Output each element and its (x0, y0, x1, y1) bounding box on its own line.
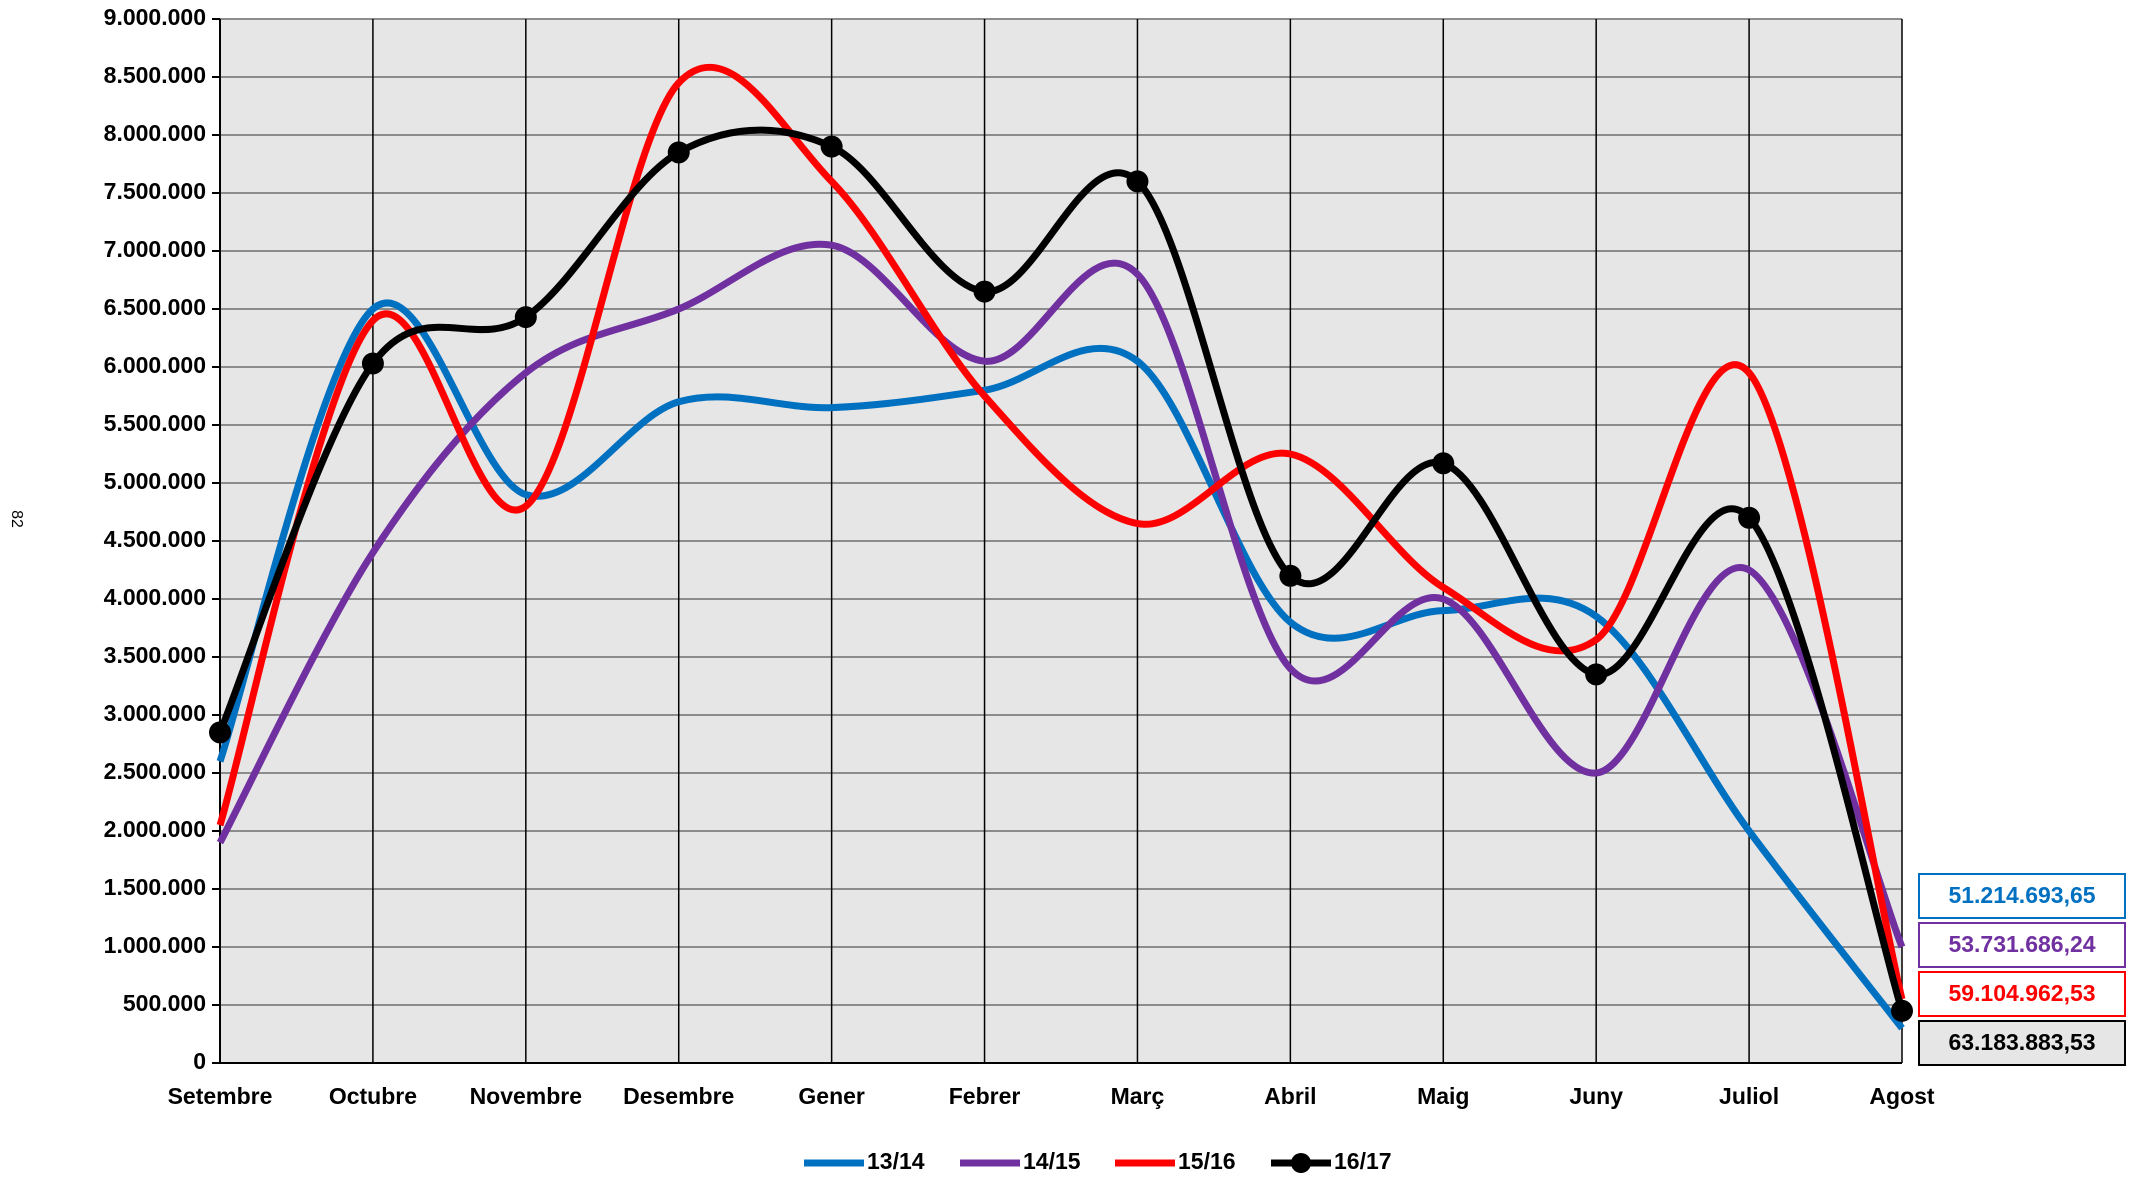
series-line (216, 299, 1905, 1031)
y-tick-label: 3.500.000 (104, 642, 206, 668)
y-tick-label: 7.500.000 (104, 178, 206, 204)
total-label: 59.104.962,53 (1948, 980, 2095, 1006)
x-tick-label: Juny (1569, 1083, 1623, 1109)
marker (820, 135, 843, 158)
y-tick-label: 500.000 (123, 990, 206, 1016)
marker (973, 280, 996, 303)
page-number: 82 (8, 510, 25, 528)
marker (1585, 663, 1608, 686)
marker (1279, 564, 1302, 587)
y-tick-label: 2.000.000 (104, 816, 206, 842)
y-tick-label: 0 (193, 1048, 206, 1074)
y-tick-label: 3.000.000 (104, 700, 206, 726)
marker (361, 352, 384, 375)
total-label: 53.731.686,24 (1948, 931, 2095, 957)
x-tick-label: Maig (1417, 1083, 1469, 1109)
y-tick-label: 1.500.000 (104, 874, 206, 900)
y-tick-label: 7.000.000 (104, 236, 206, 262)
total-box (1918, 922, 2126, 968)
marker (514, 306, 537, 329)
total-label: 51.214.693,65 (1948, 882, 2095, 908)
y-tick-label: 8.500.000 (104, 62, 206, 88)
x-tick-label: Novembre (470, 1083, 582, 1109)
y-tick-label: 6.500.000 (104, 294, 206, 320)
legend-label: 16/17 (1334, 1148, 1392, 1174)
x-tick-label: Abril (1264, 1083, 1316, 1109)
x-tick-label: Març (1111, 1083, 1165, 1109)
total-box (1918, 971, 2126, 1017)
total-label: 63.183.883,53 (1948, 1029, 2095, 1055)
y-tick-label: 4.500.000 (104, 526, 206, 552)
y-tick-label: 1.000.000 (104, 932, 206, 958)
legend-label: 13/14 (867, 1148, 925, 1174)
x-tick-label: Gener (798, 1083, 865, 1109)
y-tick-label: 8.000.000 (104, 120, 206, 146)
y-tick-label: 4.000.000 (104, 584, 206, 610)
marker (1432, 452, 1455, 475)
x-tick-label: Febrer (949, 1083, 1021, 1109)
total-box (1918, 873, 2126, 919)
x-tick-label: Octubre (329, 1083, 417, 1109)
marker (1738, 506, 1761, 529)
y-tick-label: 6.000.000 (104, 352, 206, 378)
x-tick-label: Agost (1869, 1083, 1935, 1109)
legend-label: 15/16 (1178, 1148, 1236, 1174)
series-line (216, 240, 1906, 949)
total-box (1918, 1020, 2126, 1066)
legend-marker (1291, 1153, 1311, 1173)
y-tick-label: 5.500.000 (104, 410, 206, 436)
y-tick-label: 9.000.000 (104, 4, 206, 30)
y-tick-label: 5.000.000 (104, 468, 206, 494)
marker (1126, 170, 1149, 193)
marker (209, 721, 231, 744)
x-tick-label: Desembre (623, 1083, 734, 1109)
legend-label: 14/15 (1023, 1148, 1081, 1174)
series-line (216, 63, 1906, 1001)
x-tick-label: Setembre (168, 1083, 273, 1109)
y-tick-label: 2.500.000 (104, 758, 206, 784)
marker (667, 141, 690, 164)
marker (1891, 999, 1913, 1022)
x-tick-label: Juliol (1719, 1083, 1779, 1109)
